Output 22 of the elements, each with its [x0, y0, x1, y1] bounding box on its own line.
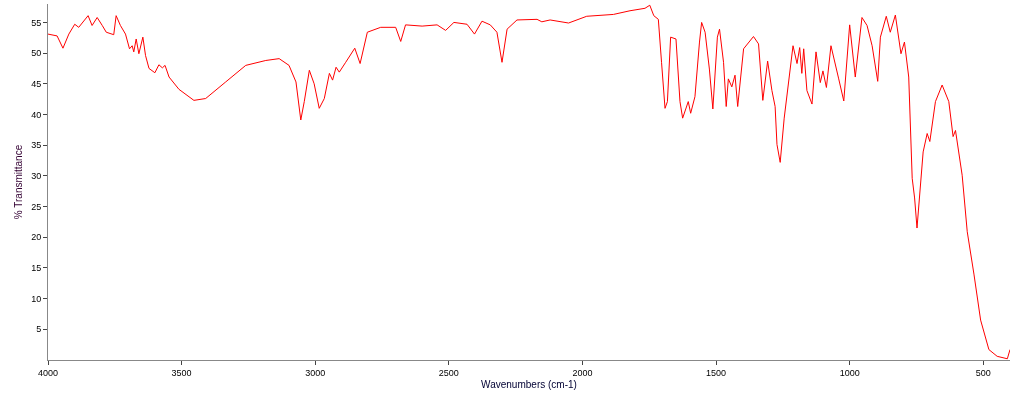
x-tick-label: 2500 [438, 367, 459, 378]
y-tick-label: 30 [31, 171, 42, 182]
y-tick-label: 5 [36, 324, 42, 335]
y-tick-label: 40 [31, 109, 42, 120]
x-tick-label: 3500 [171, 367, 192, 378]
y-axis-title: % Transmittance [13, 144, 25, 220]
y-tick-label: 35 [31, 140, 42, 151]
y-tick-label: 15 [31, 263, 42, 274]
x-tick-label: 2000 [572, 367, 593, 378]
x-tick-label: 3000 [305, 367, 326, 378]
y-tick-label: 45 [31, 78, 42, 89]
x-tick-label: 1500 [706, 367, 727, 378]
y-tick-label: 55 [31, 17, 42, 28]
y-tick-label: 25 [31, 201, 42, 212]
y-tick-label: 20 [31, 232, 42, 243]
line-series [48, 4, 1010, 360]
y-tick-label: 50 [31, 48, 42, 59]
x-tick-label: 500 [975, 367, 991, 378]
x-axis-title: Wavenumbers (cm-1) [481, 379, 577, 391]
x-tick-label: 1000 [839, 367, 860, 378]
x-tick-label: 4000 [37, 367, 59, 378]
y-tick-label: 10 [31, 293, 42, 304]
